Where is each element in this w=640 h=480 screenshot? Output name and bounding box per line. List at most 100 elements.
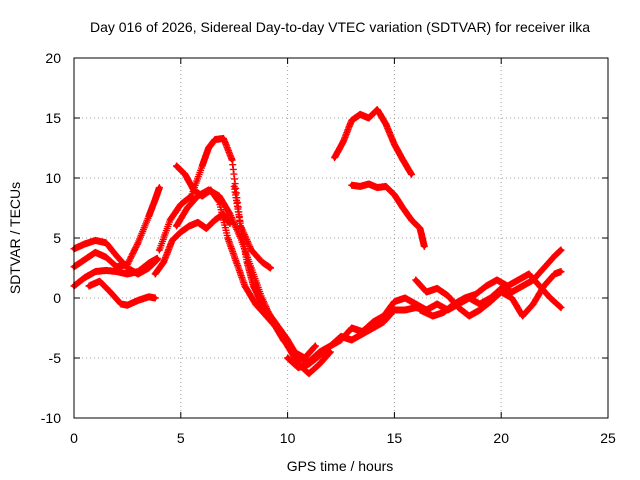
data-point bbox=[537, 283, 542, 289]
data-point bbox=[135, 240, 141, 245]
data-point bbox=[402, 307, 408, 313]
series-track-k bbox=[331, 106, 415, 178]
data-point bbox=[360, 329, 365, 334]
data-point bbox=[370, 319, 376, 325]
data-point bbox=[392, 142, 397, 147]
data-point bbox=[125, 271, 130, 277]
series-track-b bbox=[70, 254, 161, 290]
data-point bbox=[366, 181, 371, 187]
data-point bbox=[114, 253, 119, 259]
data-point bbox=[296, 365, 301, 370]
data-point bbox=[452, 301, 457, 307]
data-point bbox=[358, 112, 363, 117]
data-point bbox=[434, 301, 440, 307]
y-tick-label: 15 bbox=[45, 110, 61, 126]
series-track-i bbox=[230, 182, 430, 366]
data-point bbox=[306, 371, 312, 376]
data-point bbox=[477, 301, 483, 307]
y-tick-label: -5 bbox=[49, 350, 62, 366]
data-point bbox=[249, 247, 254, 253]
series-track-h bbox=[173, 186, 319, 362]
data-point bbox=[199, 163, 205, 169]
x-tick-label: 15 bbox=[387, 430, 403, 446]
data-point bbox=[296, 355, 301, 361]
data-point bbox=[392, 299, 397, 304]
data-point bbox=[157, 185, 162, 190]
data-point bbox=[338, 337, 344, 343]
data-point bbox=[409, 172, 414, 177]
data-point bbox=[520, 313, 525, 319]
data-point bbox=[462, 295, 468, 301]
data-point bbox=[118, 301, 124, 307]
data-point bbox=[232, 184, 237, 189]
y-axis-title: SDTVAR / TECUs bbox=[7, 182, 23, 294]
data-point bbox=[349, 118, 354, 123]
series-track-m bbox=[412, 268, 565, 320]
y-tick-label: 10 bbox=[45, 170, 61, 186]
data-point bbox=[424, 289, 429, 295]
data-point bbox=[552, 253, 557, 259]
data-point bbox=[242, 283, 248, 289]
data-point bbox=[204, 226, 209, 231]
data-point bbox=[146, 294, 151, 299]
data-point bbox=[313, 343, 318, 349]
x-tick-label: 25 bbox=[600, 430, 616, 446]
x-axis-title: GPS time / hours bbox=[287, 458, 394, 474]
data-point bbox=[358, 184, 363, 189]
data-point bbox=[413, 301, 418, 307]
data-point bbox=[488, 299, 493, 304]
data-point bbox=[221, 136, 226, 141]
data-point bbox=[161, 259, 166, 265]
y-tick-label: 5 bbox=[53, 230, 61, 246]
y-tick-label: 20 bbox=[45, 50, 61, 66]
data-point bbox=[170, 238, 175, 243]
data-point bbox=[434, 286, 440, 291]
data-point bbox=[392, 307, 397, 313]
point-markers bbox=[230, 182, 430, 366]
data-point bbox=[82, 275, 87, 280]
x-tick-label: 0 bbox=[70, 430, 78, 446]
data-point bbox=[484, 283, 489, 289]
data-point bbox=[473, 292, 478, 297]
series-track-f bbox=[155, 134, 274, 272]
data-point bbox=[227, 211, 233, 217]
data-point bbox=[445, 293, 450, 298]
data-point bbox=[97, 279, 102, 284]
data-point bbox=[195, 193, 201, 199]
data-point bbox=[146, 214, 151, 219]
data-point bbox=[349, 183, 354, 188]
data-point bbox=[229, 157, 235, 163]
data-point bbox=[217, 193, 222, 199]
data-point bbox=[185, 205, 190, 211]
data-point bbox=[155, 256, 160, 261]
series-track-c bbox=[85, 277, 159, 309]
point-markers bbox=[173, 186, 319, 362]
x-tick-label: 10 bbox=[280, 430, 296, 446]
data-point bbox=[93, 238, 98, 243]
point-markers bbox=[155, 134, 274, 272]
data-point bbox=[268, 265, 273, 271]
data-point bbox=[103, 268, 109, 273]
data-point bbox=[392, 192, 397, 197]
data-point bbox=[456, 305, 461, 310]
data-point bbox=[375, 107, 380, 112]
data-point bbox=[349, 325, 354, 331]
data-point bbox=[152, 295, 158, 301]
data-point bbox=[499, 289, 504, 295]
data-point bbox=[422, 244, 427, 249]
data-point bbox=[114, 269, 119, 274]
y-tick-label: 0 bbox=[53, 290, 61, 306]
data-point bbox=[251, 283, 256, 289]
data-point bbox=[212, 137, 218, 142]
data-point bbox=[93, 269, 98, 274]
data-point bbox=[516, 277, 521, 283]
chart-title: Day 016 of 2026, Sidereal Day-to-day VTE… bbox=[90, 19, 590, 35]
grid-lines bbox=[74, 58, 608, 418]
data-point bbox=[191, 187, 196, 193]
data-point bbox=[135, 269, 141, 274]
data-point bbox=[402, 295, 408, 301]
data-point bbox=[238, 223, 243, 229]
data-point bbox=[206, 145, 211, 151]
data-point bbox=[375, 185, 380, 190]
